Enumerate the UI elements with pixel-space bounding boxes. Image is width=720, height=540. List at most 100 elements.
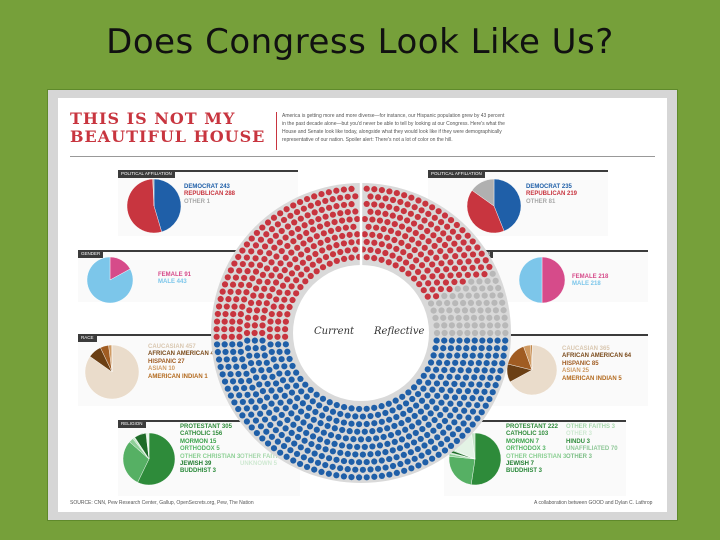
- seat-dot: [297, 215, 304, 222]
- seat-dot: [452, 253, 459, 260]
- seat-dot: [414, 213, 421, 221]
- seat-dot: [473, 271, 480, 278]
- seat-dot: [239, 303, 246, 310]
- panel-tag: GENDER: [78, 250, 104, 258]
- seat-dot: [340, 457, 348, 465]
- seat-dot: [447, 314, 455, 321]
- seat-dot: [447, 387, 454, 394]
- seat-dot: [223, 356, 230, 363]
- seat-dot: [248, 424, 255, 431]
- seat-dot: [257, 410, 264, 417]
- seat-dot: [307, 202, 314, 209]
- seat-dot: [236, 392, 243, 399]
- seat-dot: [451, 278, 458, 286]
- seat-dot: [401, 467, 408, 474]
- seat-dot: [465, 292, 472, 299]
- seat-dot: [449, 431, 457, 438]
- seat-dot: [465, 401, 472, 408]
- seat-dot: [294, 433, 302, 441]
- seat-dot: [275, 318, 282, 325]
- source-note: SOURCE: CNN, Pew Research Center, Gallup…: [70, 500, 254, 506]
- seat-dot: [440, 429, 447, 436]
- seat-dot: [337, 465, 344, 472]
- seat-dot: [436, 300, 443, 307]
- seat-dot: [489, 292, 496, 299]
- seat-dot: [393, 454, 400, 461]
- seat-dot: [214, 348, 221, 356]
- seat-dot: [261, 352, 268, 359]
- seat-dot: [261, 374, 268, 381]
- seat-dot: [248, 235, 255, 242]
- seat-dot: [393, 245, 400, 253]
- seat-dot: [286, 303, 293, 311]
- seat-dot: [405, 389, 412, 396]
- seat-dot: [294, 225, 302, 233]
- seat-dot: [300, 454, 307, 461]
- seat-dot: [378, 256, 385, 263]
- seat-dot: [268, 433, 276, 440]
- seat-dot: [319, 395, 327, 402]
- seat-dot: [422, 459, 429, 466]
- seat-dot: [233, 296, 240, 303]
- seat-dot: [433, 254, 440, 261]
- seat-dot: [374, 411, 382, 418]
- seat-dot: [281, 267, 288, 274]
- seat-dot: [290, 421, 297, 428]
- seat-dot: [429, 286, 436, 293]
- seat-dot: [404, 458, 411, 465]
- seat-dot: [502, 322, 509, 329]
- seat-dot: [421, 217, 428, 224]
- seat-dot: [243, 405, 250, 412]
- seat-dot: [442, 279, 450, 286]
- seat-dot: [266, 250, 273, 257]
- seat-dot: [363, 200, 370, 208]
- seat-dot: [440, 345, 447, 352]
- pie-slice: [126, 178, 162, 234]
- seat-dot: [481, 292, 488, 299]
- seat-dot: [460, 239, 467, 246]
- seat-dot: [457, 292, 464, 299]
- seat-dot: [288, 410, 295, 417]
- seat-dot: [272, 266, 279, 273]
- seat-dot: [288, 229, 295, 237]
- seat-dot: [355, 474, 363, 481]
- seat-dot: [307, 386, 314, 394]
- seat-dot: [399, 266, 406, 273]
- seat-dot: [247, 299, 255, 306]
- seat-dot: [492, 352, 499, 359]
- seat-dot: [251, 329, 258, 337]
- seat-dot: [279, 377, 287, 384]
- seat-dot: [454, 285, 461, 292]
- legend-item: AMERICAN INDIAN 5: [562, 375, 622, 382]
- pie-slice: [509, 344, 558, 396]
- seat-dot: [309, 398, 316, 405]
- legend-current-religion-col2: OTHER FAITHS 2 UNKNOWN 5: [240, 454, 289, 469]
- seat-dot: [384, 425, 391, 432]
- seat-dot: [329, 463, 336, 470]
- seat-dot: [243, 329, 251, 337]
- seat-dot: [455, 344, 462, 352]
- seat-dot: [482, 257, 489, 264]
- seat-dot: [421, 442, 428, 449]
- seat-dot: [447, 400, 454, 407]
- seat-dot: [257, 236, 265, 243]
- seat-dot: [259, 435, 266, 442]
- pie-slice: [530, 344, 533, 371]
- seat-dot: [259, 322, 266, 329]
- seat-dot: [277, 273, 284, 280]
- label-current: Current: [314, 326, 355, 337]
- seat-dot: [298, 388, 305, 395]
- seat-dot: [475, 359, 482, 367]
- seat-dot: [252, 285, 260, 292]
- legend-item: MALE 218: [572, 281, 601, 288]
- seat-dot: [395, 230, 402, 237]
- seat-dot: [431, 416, 438, 424]
- legend-reflective-religion-col1: PROTESTANT 222 CATHOLIC 103 MORMON 7 ORT…: [506, 424, 566, 476]
- congress-seat-ring: [211, 182, 511, 483]
- seat-dot: [434, 267, 441, 274]
- seat-dot: [410, 384, 418, 391]
- seat-dot: [231, 303, 238, 310]
- seat-dot: [287, 447, 294, 454]
- pie-slice: [122, 441, 150, 483]
- headline-line-2: BEAUTIFUL HOUSE: [70, 127, 266, 146]
